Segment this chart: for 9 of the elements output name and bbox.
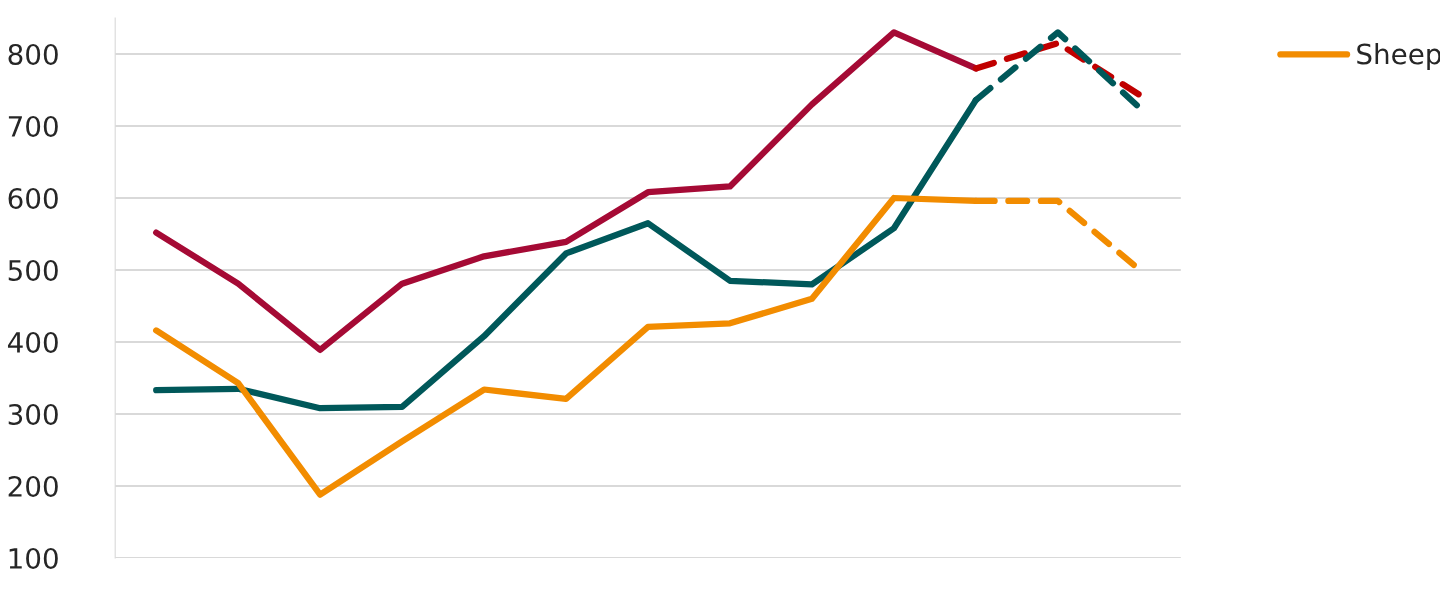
y-tick-label: 100 — [9, 547, 58, 569]
y-tick-label: 400 — [7, 331, 58, 353]
y-tick-label: 300 — [8, 403, 58, 425]
y-tick-label: 700 — [8, 115, 58, 137]
legend-label: Sheep — [1357, 43, 1440, 70]
y-tick-label: 200 — [8, 475, 58, 497]
y-tick-label: 600 — [8, 187, 58, 209]
y-tick-label: 500 — [8, 259, 58, 281]
y-tick-label: 800 — [8, 43, 58, 65]
